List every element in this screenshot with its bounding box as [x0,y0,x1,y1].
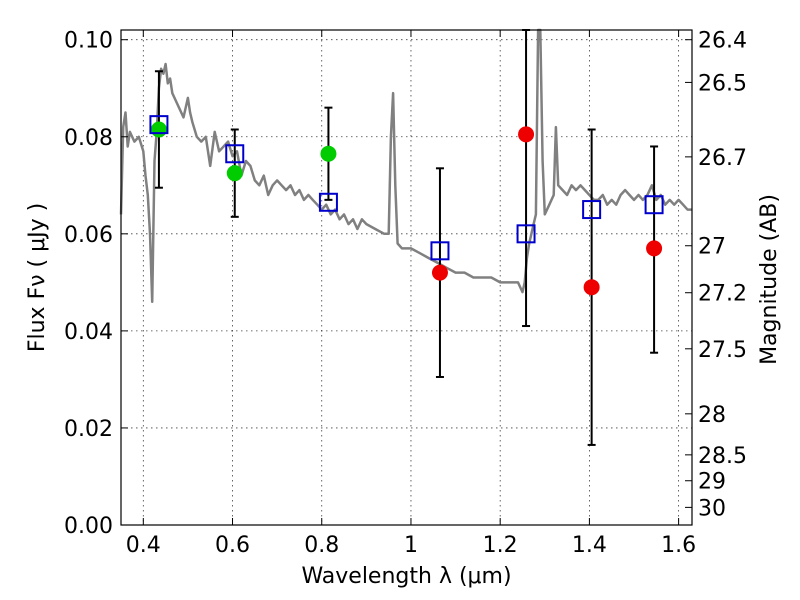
green-point-2 [320,145,337,162]
model-square-3 [430,241,450,261]
x-tick-label-0: 0.4 [126,533,161,558]
y2-tick-label-6: 28 [698,403,726,428]
model-square-4 [516,224,536,244]
y2-tick-label-2: 26.7 [698,146,747,171]
model-square-0 [149,115,169,135]
red-point-2 [583,279,600,296]
y-tick-label-1: 0.02 [64,417,113,442]
x-tick-label-2: 0.8 [304,533,339,558]
x-tick-label-1: 0.6 [215,533,250,558]
y2-tick-label-4: 27.2 [698,282,747,307]
y2-tick-label-0: 26.4 [698,29,747,54]
y2-tick-label-5: 27.5 [698,338,747,363]
grid [121,30,692,526]
x-tick-label-5: 1.4 [572,533,607,558]
y2-tick-label-9: 30 [698,496,726,521]
model-square-2 [318,192,338,212]
model-square-5 [582,200,602,220]
model-square-6 [644,195,664,215]
x-tick-label-3: 1 [404,533,418,558]
green-point-1 [226,165,243,182]
y-tick-label-4: 0.08 [64,126,113,151]
y2-axis-label: Magnitude (AB) [757,194,782,365]
y-tick-label-5: 0.10 [64,29,113,54]
y-tick-label-0: 0.00 [64,514,113,539]
y-tick-label-3: 0.06 [64,223,113,248]
x-axis-label: Wavelength λ (μm) [301,564,511,589]
red-point-0 [431,264,448,281]
y-tick-label-2: 0.04 [64,320,113,345]
y2-tick-label-1: 26.5 [698,71,747,96]
green-point-0 [150,121,167,138]
axis-ticks: 0.4 0.6 0.8 1 1.2 1.4 1.6 0.00 0.02 0.04 0.06 0.08 0… [64,29,747,558]
spectrum-layer [119,28,692,304]
y2-tick-label-3: 27 [698,235,726,260]
error-bars [154,29,659,446]
red-point-3 [646,240,663,257]
data-points [149,115,664,296]
plot-frame [120,29,693,526]
red-point-1 [518,126,535,143]
x-tick-label-4: 1.2 [483,533,518,558]
y-axis-label: Flux Fν ( μJy ) [25,203,50,352]
spectrum-line [119,28,692,304]
x-tick-label-6: 1.6 [661,533,696,558]
y2-tick-label-7: 28.5 [698,444,747,469]
model-square-1 [225,144,245,164]
error-bar-4 [522,29,531,328]
y2-tick-label-8: 29 [698,470,726,495]
